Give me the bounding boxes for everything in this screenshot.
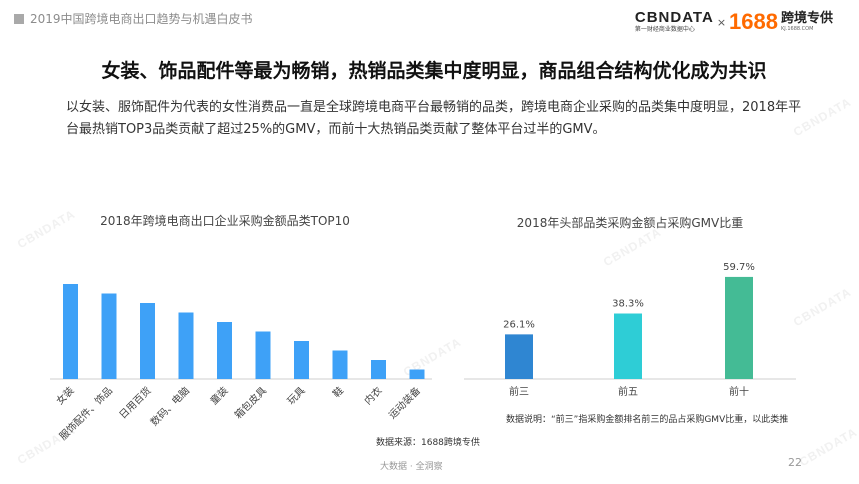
kj-logo: 跨境专供 KJ.1688.COM	[781, 11, 833, 33]
chart1-bar	[140, 303, 155, 379]
chart2-data-label: 26.1%	[503, 319, 535, 330]
logo-group: CBNDATA 第一财经商业数据中心 × 1688 跨境专供 KJ.1688.C…	[635, 10, 833, 34]
chart1-bar	[409, 369, 425, 379]
footer-slogan: 大数据 · 全洞察	[380, 462, 443, 472]
tag-square-icon	[14, 13, 24, 24]
chart2-category-label: 前十	[729, 385, 749, 398]
chart2-category-label: 前五	[618, 385, 638, 398]
report-tag-text: 2019中国跨境电商出口趋势与机遇白皮书	[30, 12, 253, 26]
chart1-category-label: 运动装备	[386, 384, 423, 421]
chart2-data-label: 38.3%	[612, 299, 644, 310]
report-tag: 2019中国跨境电商出口趋势与机遇白皮书	[14, 10, 253, 27]
logo-1688: 1688	[729, 9, 778, 34]
chart2-category-label: 前三	[509, 385, 529, 398]
page-title: 女装、饰品配件等最为畅销，热销品类集中度明显，商品组合结构优化成为共识	[101, 60, 767, 82]
page-number: 22	[788, 456, 802, 469]
chart1-category-label: 日用百货	[116, 384, 153, 421]
chart1-category-label: 箱包皮具	[232, 384, 269, 421]
data-explanation-note: 数据说明：“前三”指采购金额排名前三的品占采购GMV比重，以此类推	[506, 415, 789, 425]
cbndata-logo-sub: 第一财经商业数据中心	[634, 26, 695, 33]
kj-logo-name: 跨境专供	[780, 11, 833, 26]
chart1-category-label: 女装	[53, 384, 76, 407]
chart2-title: 2018年头部品类采购金额占采购GMV比重	[516, 216, 744, 230]
chart2-data-label: 59.7%	[723, 262, 755, 273]
chart1-category-label: 玩具	[285, 385, 308, 408]
kj-logo-url: KJ.1688.COM	[780, 26, 814, 32]
chart1-bar	[101, 293, 117, 379]
chart1-bar	[332, 350, 348, 379]
chart2-bar	[505, 334, 533, 379]
page-description: 以女装、服饰配件为代表的女性消费品一直是全球跨境电商平台最畅销的品类，跨境电商企…	[66, 100, 802, 137]
chart1-bar	[178, 312, 194, 379]
chart1-bar	[255, 331, 271, 379]
chart1-bar	[217, 322, 232, 379]
chart2-bar	[614, 313, 642, 379]
cbndata-logo-name: CBNDATA	[634, 9, 714, 26]
chart1-bar	[294, 341, 309, 379]
chart1-category-label: 童装	[207, 384, 230, 407]
chart1-category-label: 鞋	[330, 384, 346, 400]
chart1-bar	[371, 360, 386, 379]
data-source-note: 数据来源：1688跨境专供	[376, 438, 480, 448]
chart1-category-label: 数码、电脑	[148, 384, 193, 429]
chart1-category-label: 内衣	[361, 384, 384, 407]
logo-times: ×	[716, 15, 727, 29]
cbndata-logo: CBNDATA 第一财经商业数据中心	[635, 10, 714, 34]
chart1-bar	[63, 284, 78, 379]
chart2-bar	[725, 276, 753, 379]
chart1-title: 2018年跨境电商出口企业采购金额品类TOP10	[100, 214, 350, 228]
